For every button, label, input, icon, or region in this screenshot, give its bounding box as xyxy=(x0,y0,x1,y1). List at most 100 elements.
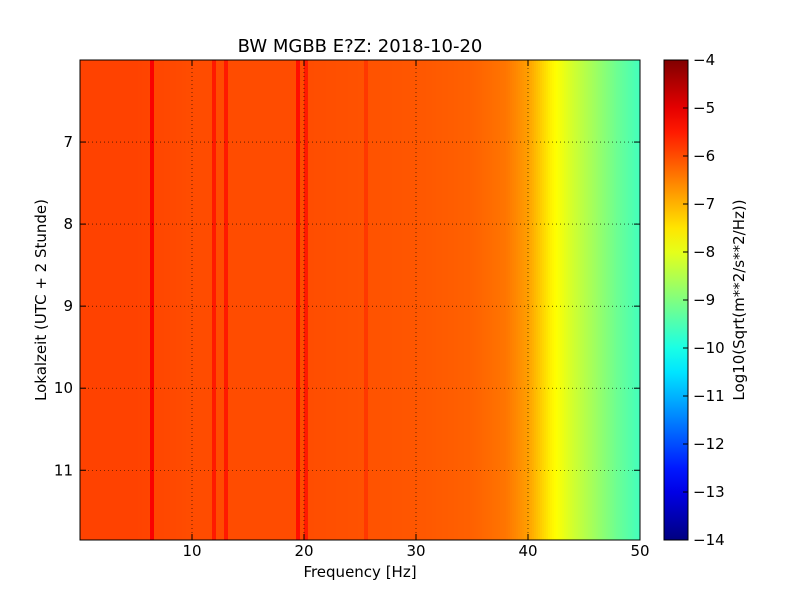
heatmap-column xyxy=(424,60,427,540)
heatmap-column xyxy=(152,60,155,540)
heatmap-column xyxy=(274,60,277,540)
x-axis-label: Frequency [Hz] xyxy=(303,563,416,581)
heatmap-column xyxy=(454,60,457,540)
heatmap-column xyxy=(214,60,217,540)
heatmap-column xyxy=(252,60,255,540)
heatmap-column xyxy=(506,60,509,540)
heatmap-column xyxy=(234,60,237,540)
heatmap-column xyxy=(438,60,441,540)
heatmap-column xyxy=(470,60,473,540)
heatmap-column xyxy=(144,60,147,540)
heatmap-column xyxy=(132,60,135,540)
heatmap-column xyxy=(106,60,109,540)
heatmap-column xyxy=(550,60,553,540)
heatmap-column xyxy=(578,60,581,540)
heatmap-column xyxy=(260,60,263,540)
heatmap-column xyxy=(138,60,141,540)
heatmap-column xyxy=(110,60,113,540)
heatmap-column xyxy=(186,60,189,540)
heatmap-column xyxy=(510,60,513,540)
heatmap-column xyxy=(116,60,119,540)
heatmap-column xyxy=(96,60,99,540)
heatmap-column xyxy=(332,60,335,540)
heatmap-column xyxy=(548,60,551,540)
heatmap-column xyxy=(120,60,123,540)
heatmap-column xyxy=(628,60,631,540)
heatmap-column xyxy=(422,60,425,540)
heatmap-column xyxy=(266,60,269,540)
heatmap-column xyxy=(350,60,353,540)
heatmap-column xyxy=(240,60,243,540)
heatmap-column xyxy=(562,60,565,540)
heatmap-column xyxy=(532,60,535,540)
heatmap-column xyxy=(384,60,387,540)
heatmap-column xyxy=(312,60,315,540)
heatmap-column xyxy=(442,60,445,540)
heatmap-column xyxy=(502,60,505,540)
heatmap-column xyxy=(178,60,181,540)
heatmap-column xyxy=(222,60,225,540)
heatmap-column xyxy=(346,60,349,540)
heatmap-column xyxy=(216,60,219,540)
heatmap-column xyxy=(326,60,329,540)
heatmap-column xyxy=(90,60,93,540)
heatmap-column xyxy=(314,60,317,540)
x-tick-label: 40 xyxy=(518,542,537,560)
heatmap-column xyxy=(128,60,131,540)
heatmap-column xyxy=(414,60,417,540)
heatmap-column xyxy=(324,60,327,540)
heatmap-column xyxy=(122,60,125,540)
heatmap-column xyxy=(348,60,351,540)
heatmap-column xyxy=(572,60,575,540)
heatmap-column xyxy=(520,60,523,540)
heatmap-column xyxy=(356,60,359,540)
heatmap-column xyxy=(448,60,451,540)
heatmap-column xyxy=(254,60,257,540)
x-axis: 10 20 30 40 50 xyxy=(182,60,650,560)
heatmap-column xyxy=(568,60,571,540)
heatmap-column xyxy=(394,60,397,540)
heatmap-column xyxy=(576,60,579,540)
heatmap-column xyxy=(126,60,129,540)
heatmap-column xyxy=(420,60,423,540)
heatmap-column xyxy=(574,60,577,540)
colorbar-tick-label: −8 xyxy=(693,243,715,261)
y-tick-label: 7 xyxy=(63,133,73,151)
heatmap-column xyxy=(92,60,95,540)
heatmap-column xyxy=(612,60,615,540)
heatmap-column xyxy=(518,60,521,540)
heatmap-column xyxy=(280,60,283,540)
colorbar-label: Log10(Sqrt(m**2/s**2/Hz)) xyxy=(730,199,748,400)
heatmap-column xyxy=(140,60,143,540)
heatmap-column xyxy=(524,60,527,540)
heatmap-column xyxy=(352,60,355,540)
heatmap-column xyxy=(602,60,605,540)
heatmap-column xyxy=(200,60,203,540)
heatmap-column xyxy=(294,60,297,540)
heatmap-column xyxy=(566,60,569,540)
heatmap-column xyxy=(190,60,193,540)
heatmap-column xyxy=(182,60,185,540)
heatmap-column xyxy=(308,60,311,540)
heatmap-column xyxy=(100,60,103,540)
heatmap-column xyxy=(444,60,447,540)
heatmap-column xyxy=(554,60,557,540)
heatmap-column xyxy=(632,60,635,540)
heatmap-column xyxy=(224,60,227,540)
heatmap-column xyxy=(238,60,241,540)
colorbar-tick-label: −7 xyxy=(693,195,715,213)
heatmap-column xyxy=(432,60,435,540)
x-tick-label: 10 xyxy=(182,542,201,560)
heatmap-column xyxy=(272,60,275,540)
heatmap-column xyxy=(516,60,519,540)
heatmap-column xyxy=(376,60,379,540)
heatmap-column xyxy=(198,60,201,540)
heatmap-column xyxy=(558,60,561,540)
heatmap-column xyxy=(402,60,405,540)
heatmap-column xyxy=(176,60,179,540)
heatmap-column xyxy=(618,60,621,540)
heatmap-column xyxy=(336,60,339,540)
heatmap-column xyxy=(206,60,209,540)
plot-frame xyxy=(79,59,641,541)
